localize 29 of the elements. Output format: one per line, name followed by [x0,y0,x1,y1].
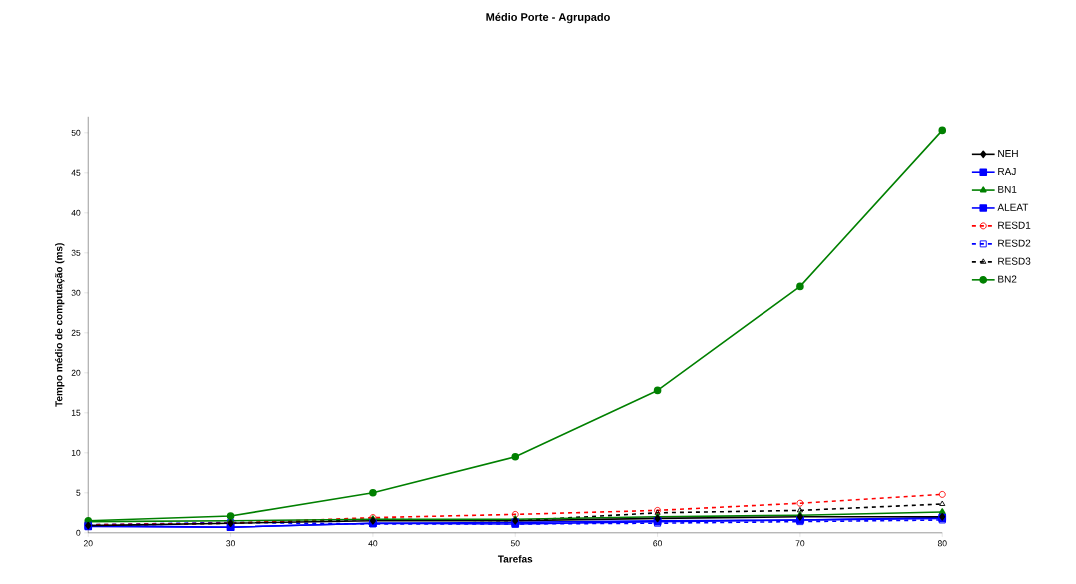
y-tick-label: 10 [71,449,81,456]
x-tick-label: 20 [83,540,93,547]
y-tick-label: 30 [71,289,81,296]
x-tick-label: 80 [937,540,947,547]
x-axis-title: Tarefas [497,555,533,563]
legend-label: NEH [998,150,1018,158]
y-tick-label: 40 [71,209,81,216]
x-tick-label: 30 [226,540,235,547]
legend-label: RESD2 [998,239,1031,247]
y-tick-label: 45 [71,169,81,176]
x-tick-label: 60 [653,540,662,547]
chart-title: Médio Porte - Agrupado [486,12,610,24]
y-axis-title: Tempo médio de computação (ms) [54,243,65,407]
y-tick-label: 5 [76,489,81,496]
legend-label: RESD3 [998,257,1031,265]
y-tick-label: 25 [71,329,81,336]
x-tick-label: 50 [510,540,520,547]
y-tick-label: 35 [71,249,81,256]
x-tick-label: 40 [368,540,378,547]
x-tick-label: 70 [795,540,805,547]
legend-label: BN2 [998,275,1017,283]
y-tick-label: 50 [71,129,81,136]
y-tick-label: 0 [76,529,81,536]
y-tick-label: 15 [71,409,81,416]
legend-label: ALEAT [997,203,1029,211]
legend-label: RAJ [998,168,1016,175]
legend-label: BN1 [998,185,1017,193]
y-tick-label: 20 [71,369,81,376]
legend-label: RESD1 [998,221,1031,229]
